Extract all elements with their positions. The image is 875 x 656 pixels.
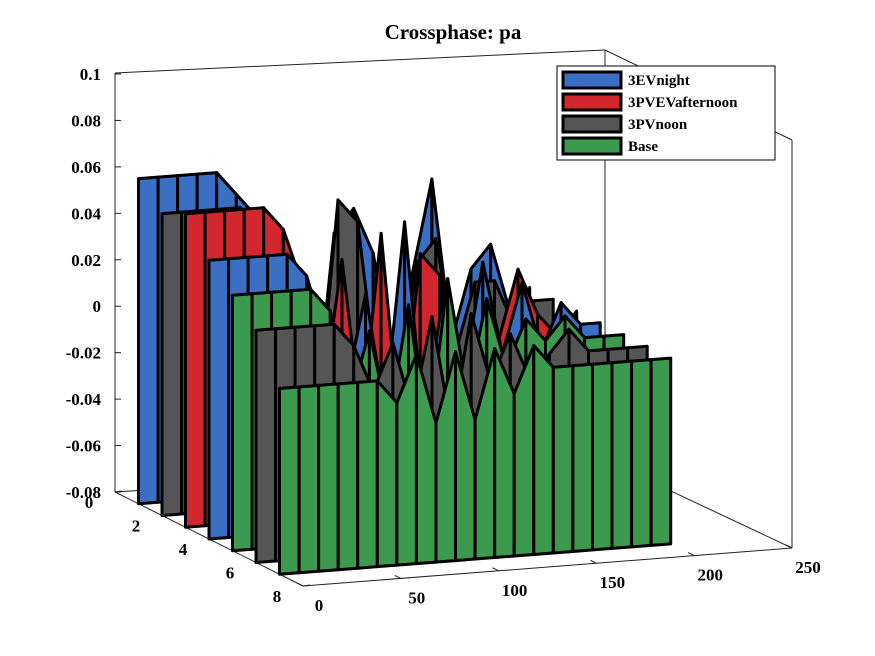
z-tick-label: 0.02 [71, 251, 101, 270]
z-tick-label: -0.02 [66, 344, 101, 363]
legend-swatch [561, 114, 623, 134]
surface-panel [336, 380, 360, 572]
legend-label: 3EVnight [628, 73, 690, 89]
surface-panel [137, 175, 160, 506]
x-tick-label: 150 [600, 573, 626, 592]
y-tick-mark [302, 584, 311, 587]
x-tick-label: 0 [315, 596, 324, 615]
z-tick-label: -0.04 [66, 390, 102, 409]
x-tick-mark [687, 552, 695, 557]
surface-panel [532, 344, 555, 556]
surface-panel [649, 356, 673, 547]
surface-panel [160, 210, 184, 517]
legend-swatch [561, 136, 623, 156]
legend-swatch [561, 92, 623, 112]
z-tick-label: 0.1 [80, 65, 101, 84]
box-floor-front [302, 547, 793, 587]
legend-label: 3PVnoon [628, 117, 688, 133]
y-axis-ticks: 0 2 4 6 8 [85, 490, 311, 606]
x-tick-label: 250 [795, 558, 821, 577]
x-tick-mark [394, 574, 402, 579]
z-tick-label: 0 [93, 297, 102, 316]
x-axis-ticks: 0 50 100 150 200 250 [296, 544, 821, 615]
z-tick-label: -0.08 [66, 483, 101, 502]
surface-panel [356, 379, 379, 570]
x-tick-mark [492, 567, 499, 572]
y-tick-label: 8 [273, 587, 282, 606]
surface-panel [317, 382, 340, 573]
legend-label: 3PVEVafternoon [628, 95, 738, 111]
surface-panel [184, 210, 207, 529]
z-axis-ticks: 0.1 0.08 0.06 0.04 0.02 0 -0.02 -0.04 -0.06 -0.08 [66, 65, 121, 502]
surface-panel [610, 359, 634, 550]
y-tick-label: 6 [226, 564, 235, 583]
surface-panel [630, 358, 653, 549]
surface-panel [254, 327, 278, 564]
legend-swatch [561, 70, 623, 90]
slice-Base [278, 344, 673, 576]
box-back-top [114, 49, 606, 74]
y-tick-mark [161, 514, 170, 516]
y-tick-mark [255, 561, 264, 563]
y-tick-mark [208, 537, 217, 540]
surface-panel [375, 379, 399, 569]
x-tick-label: 200 [697, 566, 723, 585]
z-tick-label: 0.08 [71, 111, 101, 130]
surface-panel [297, 383, 321, 575]
surface-slices [137, 171, 673, 576]
x-tick-label: 50 [408, 588, 425, 607]
legend: 3EVnight 3PVEVafternoon 3PVnoon Base [556, 65, 776, 161]
surface-panel [207, 257, 231, 541]
y-tick-mark [114, 490, 123, 493]
legend-label: Base [628, 139, 658, 155]
x-tick-label: 100 [502, 581, 528, 600]
y-tick-label: 2 [132, 517, 141, 536]
surface-panel [551, 364, 575, 555]
z-tick-label: -0.06 [66, 437, 101, 456]
x-tick-mark [785, 544, 793, 549]
z-tick-label: 0.04 [71, 204, 101, 223]
surface-panel [571, 362, 594, 553]
surface-panel [591, 361, 614, 552]
x-tick-mark [296, 582, 304, 587]
y-tick-label: 4 [179, 540, 188, 559]
x-tick-mark [590, 559, 597, 564]
surface-panel [231, 292, 254, 553]
z-tick-label: 0.06 [71, 158, 101, 177]
y-tick-label: 0 [85, 493, 94, 512]
surface-panel [278, 385, 301, 576]
chart-title: Crossphase: pa [385, 20, 522, 44]
